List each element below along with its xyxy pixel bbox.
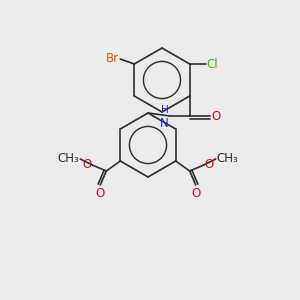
Text: H: H (161, 105, 169, 115)
Text: CH₃: CH₃ (58, 152, 79, 166)
Text: O: O (212, 110, 221, 122)
Text: O: O (96, 187, 105, 200)
Text: N: N (160, 117, 169, 130)
Text: Br: Br (106, 52, 119, 65)
Text: CH₃: CH₃ (217, 152, 238, 166)
Text: O: O (82, 158, 91, 172)
Text: O: O (191, 187, 200, 200)
Text: O: O (205, 158, 214, 172)
Text: Cl: Cl (207, 58, 218, 70)
